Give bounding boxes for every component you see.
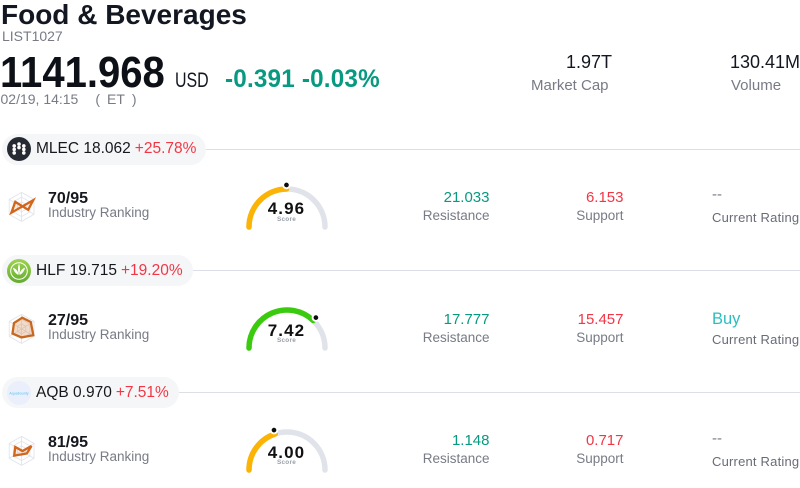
svg-text:Aquabounty: Aquabounty xyxy=(9,391,28,395)
